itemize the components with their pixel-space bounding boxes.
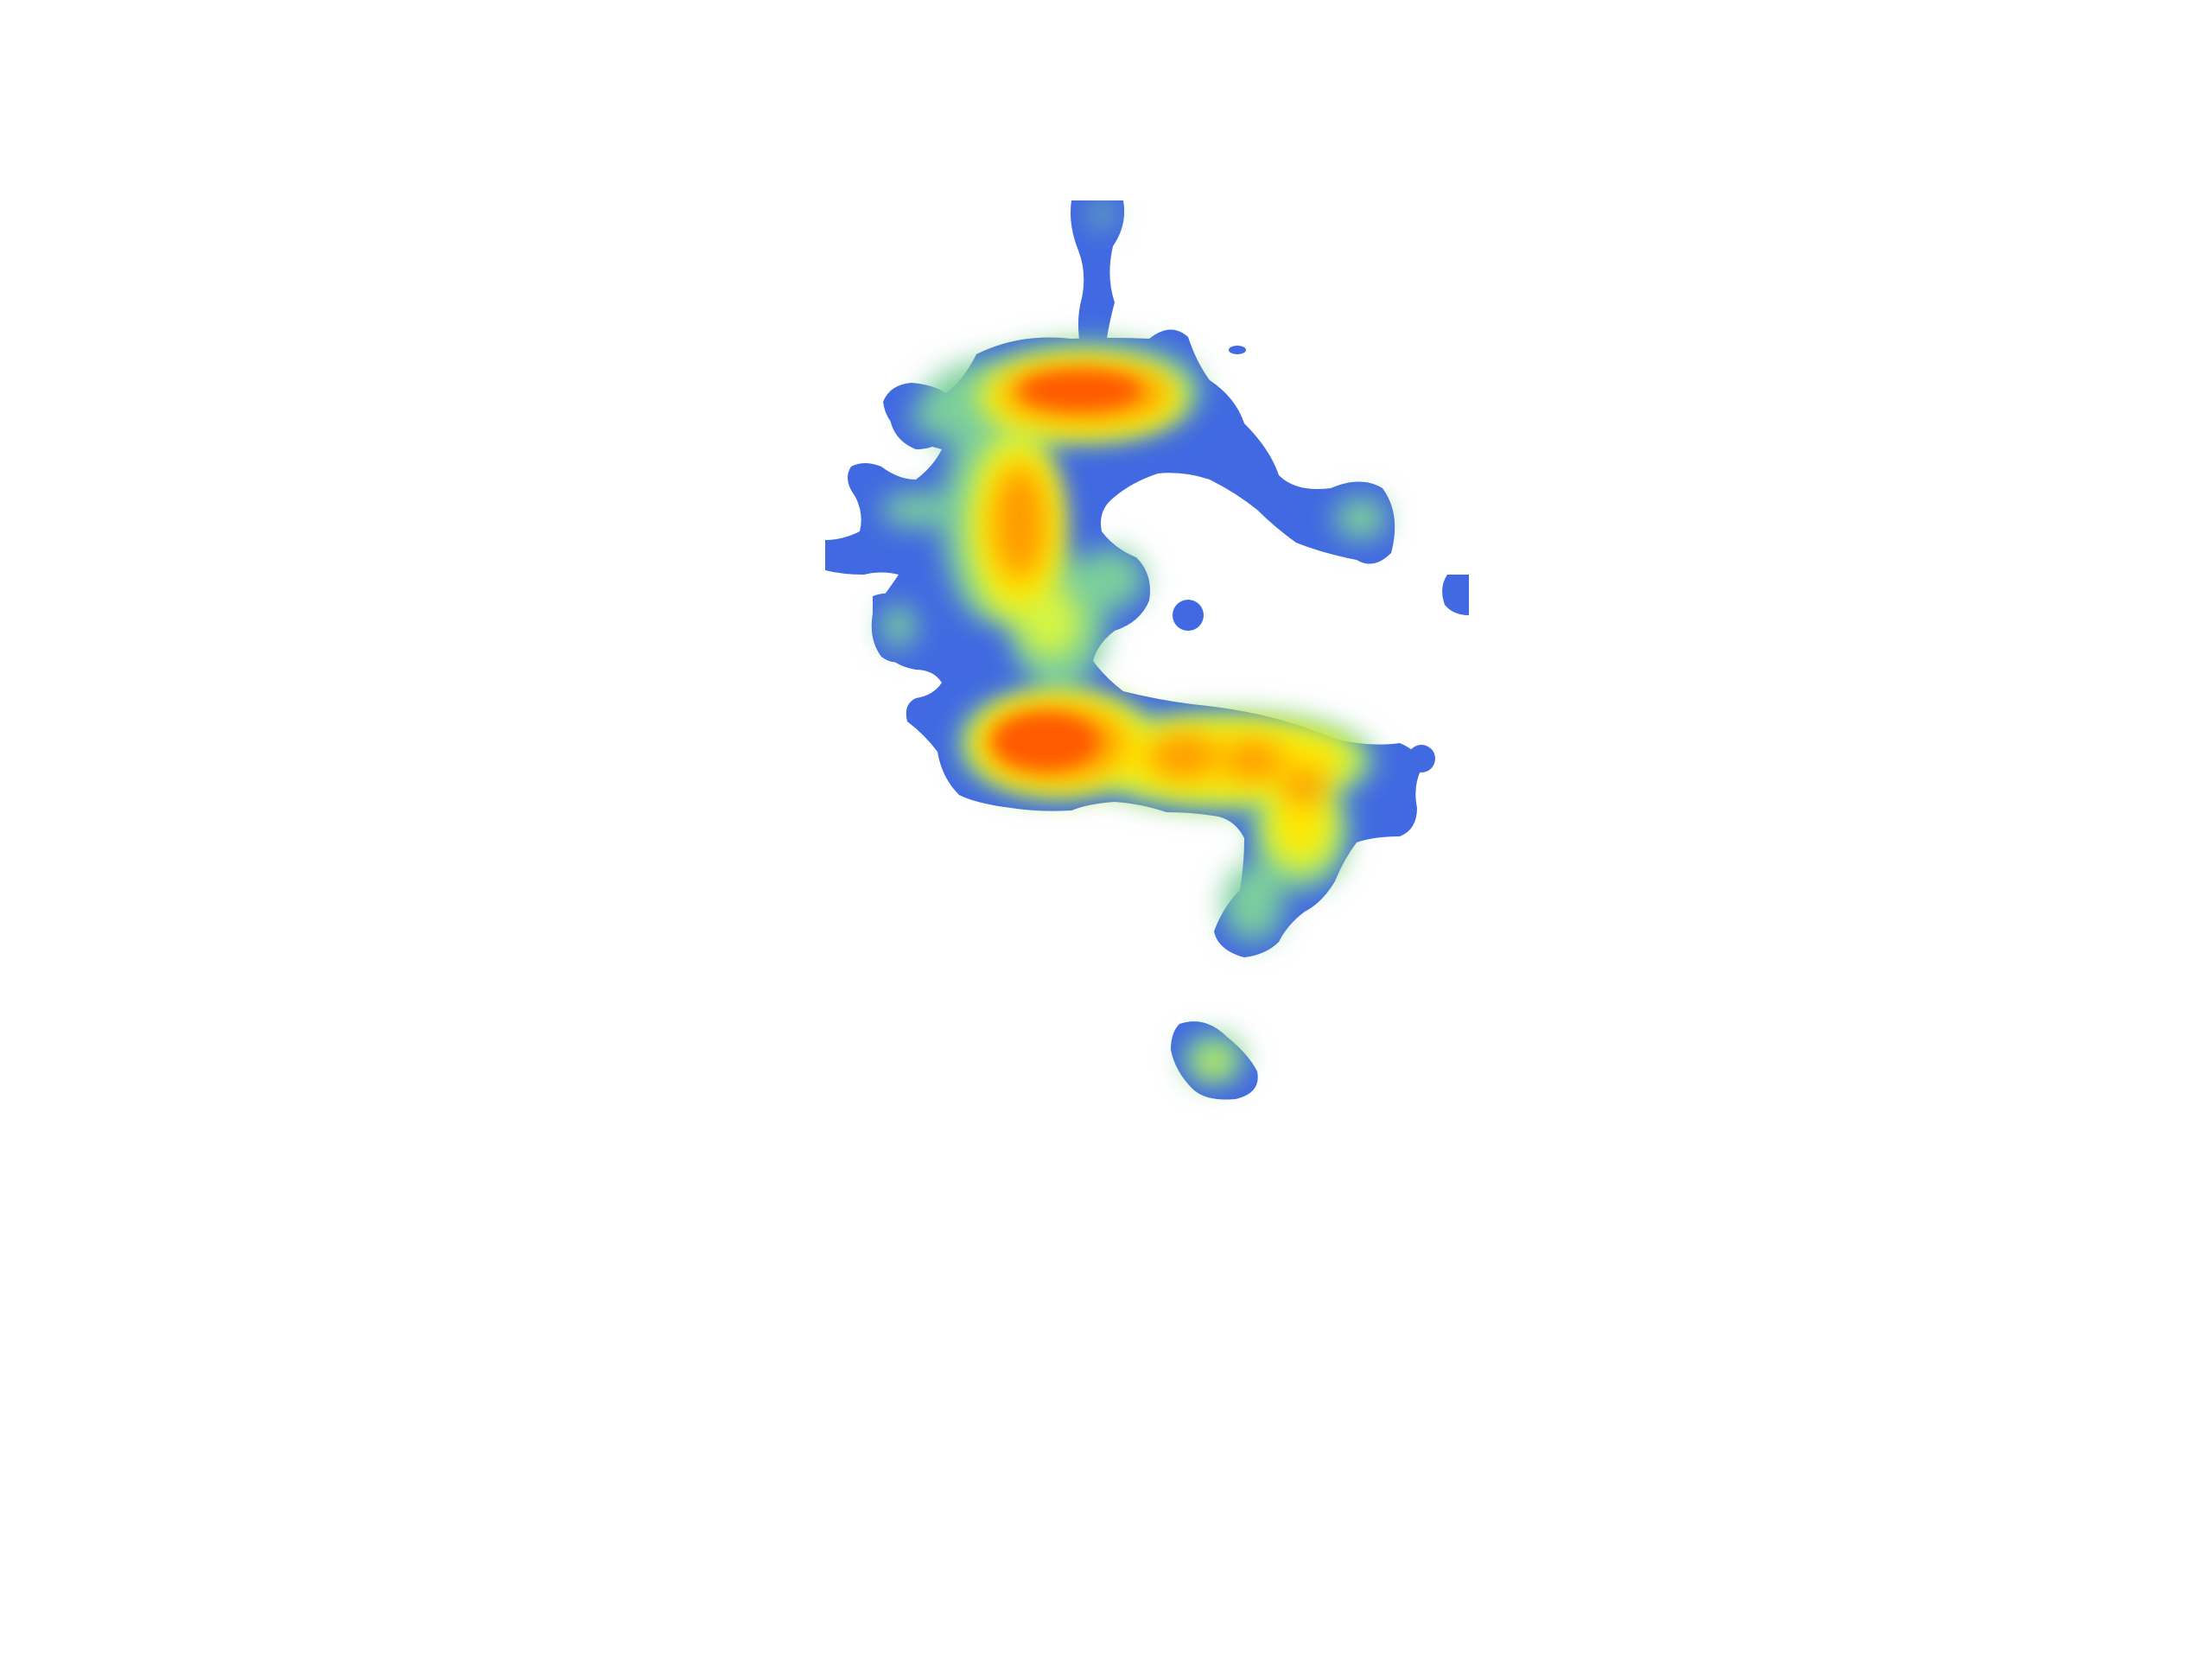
heat-layer-low: [825, 200, 1469, 1100]
heat-layer-peak: [994, 372, 1141, 769]
